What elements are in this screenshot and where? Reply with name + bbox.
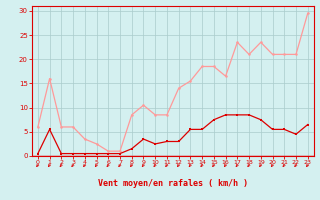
X-axis label: Vent moyen/en rafales ( km/h ): Vent moyen/en rafales ( km/h ) xyxy=(98,179,248,188)
